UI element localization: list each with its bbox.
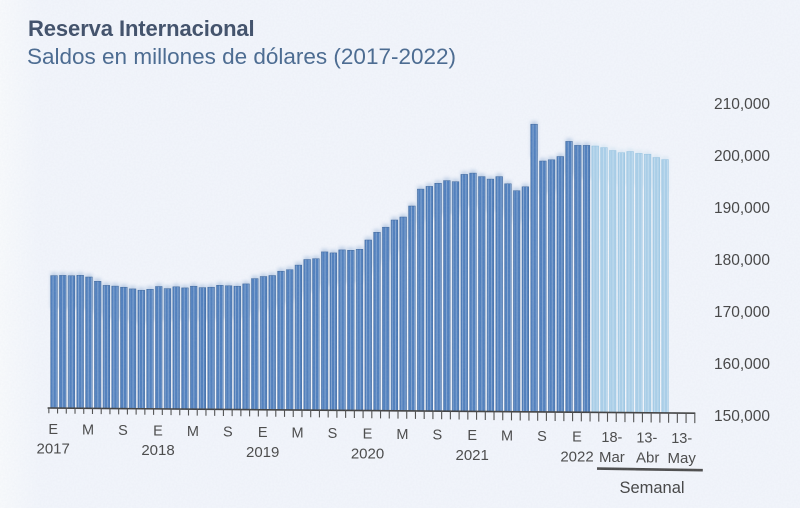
svg-text:M: M	[187, 424, 199, 440]
svg-text:May: May	[668, 450, 697, 467]
svg-text:E: E	[467, 428, 477, 444]
svg-text:Semanal: Semanal	[619, 479, 684, 497]
svg-text:S: S	[432, 427, 442, 443]
svg-text:E: E	[153, 423, 163, 439]
svg-text:M: M	[501, 428, 513, 444]
svg-text:160,000: 160,000	[714, 356, 770, 373]
svg-text:M: M	[82, 422, 94, 438]
svg-text:2017: 2017	[37, 441, 70, 458]
svg-text:S: S	[328, 426, 338, 442]
svg-text:M: M	[396, 427, 408, 443]
svg-text:2018: 2018	[141, 442, 174, 459]
svg-text:2022: 2022	[560, 449, 593, 466]
svg-text:S: S	[223, 424, 233, 440]
svg-text:180,000: 180,000	[714, 252, 770, 269]
svg-text:13-: 13-	[636, 430, 657, 446]
svg-text:Abr: Abr	[636, 450, 659, 467]
svg-text:S: S	[537, 429, 547, 445]
svg-text:E: E	[48, 422, 58, 438]
svg-text:E: E	[572, 429, 582, 445]
svg-text:M: M	[292, 425, 304, 441]
svg-text:170,000: 170,000	[714, 304, 770, 321]
svg-text:2021: 2021	[456, 447, 489, 464]
svg-text:150,000: 150,000	[714, 408, 770, 425]
svg-text:E: E	[363, 426, 373, 442]
svg-text:S: S	[118, 423, 128, 439]
svg-text:190,000: 190,000	[714, 200, 770, 217]
svg-text:18-: 18-	[601, 430, 622, 446]
svg-text:2020: 2020	[351, 445, 384, 462]
svg-text:200,000: 200,000	[714, 148, 770, 165]
svg-text:2019: 2019	[246, 444, 279, 461]
svg-text:210,000: 210,000	[714, 96, 770, 113]
svg-text:Mar: Mar	[599, 449, 625, 466]
svg-text:13-: 13-	[671, 431, 692, 447]
svg-text:E: E	[258, 425, 268, 441]
